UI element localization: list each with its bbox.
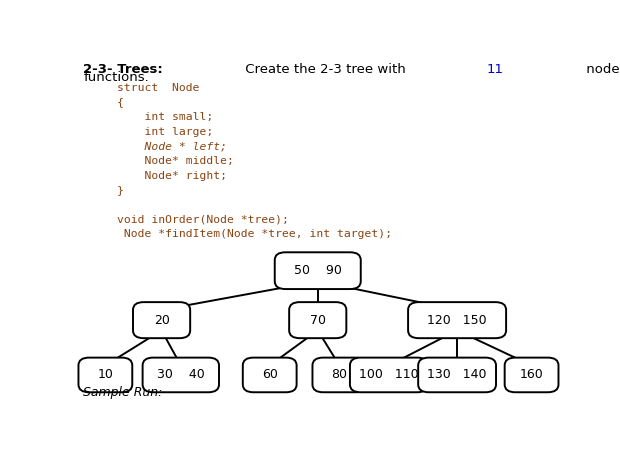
FancyBboxPatch shape: [350, 358, 428, 392]
Text: }: }: [117, 185, 124, 196]
Text: Node* middle;: Node* middle;: [117, 156, 234, 166]
FancyBboxPatch shape: [79, 358, 132, 392]
Text: Node *findItem(Node *tree, int target);: Node *findItem(Node *tree, int target);: [117, 230, 392, 239]
FancyBboxPatch shape: [418, 358, 496, 392]
Text: Create the 2-3 tree with: Create the 2-3 tree with: [241, 63, 410, 76]
Text: 2-3- Trees:: 2-3- Trees:: [83, 63, 163, 76]
Text: functions.: functions.: [83, 71, 149, 84]
Text: struct  Node: struct Node: [117, 83, 200, 93]
FancyBboxPatch shape: [289, 302, 347, 338]
Text: 50    90: 50 90: [294, 264, 342, 277]
FancyBboxPatch shape: [275, 252, 361, 289]
FancyBboxPatch shape: [408, 302, 506, 338]
Text: {: {: [117, 97, 124, 107]
Text: 70: 70: [310, 313, 326, 327]
Text: 80: 80: [331, 369, 347, 381]
FancyBboxPatch shape: [133, 302, 190, 338]
Text: Node * left;: Node * left;: [117, 141, 227, 151]
Text: nodes. Also, implement in-order traversal, and findItem: nodes. Also, implement in-order traversa…: [582, 63, 620, 76]
FancyBboxPatch shape: [312, 358, 366, 392]
Text: 11: 11: [487, 63, 504, 76]
Text: int small;: int small;: [117, 112, 213, 122]
Text: Sample Run:: Sample Run:: [83, 386, 162, 398]
FancyBboxPatch shape: [143, 358, 219, 392]
FancyBboxPatch shape: [505, 358, 559, 392]
FancyBboxPatch shape: [243, 358, 296, 392]
Text: 160: 160: [520, 369, 544, 381]
Text: 120   150: 120 150: [427, 313, 487, 327]
Text: void inOrder(Node *tree);: void inOrder(Node *tree);: [117, 215, 289, 224]
Text: 30    40: 30 40: [157, 369, 205, 381]
Text: Node* right;: Node* right;: [117, 171, 227, 181]
Text: 10: 10: [97, 369, 113, 381]
Text: 60: 60: [262, 369, 278, 381]
Text: 100   110: 100 110: [359, 369, 418, 381]
Text: int large;: int large;: [117, 127, 213, 137]
Text: 130   140: 130 140: [427, 369, 487, 381]
Text: 20: 20: [154, 313, 169, 327]
